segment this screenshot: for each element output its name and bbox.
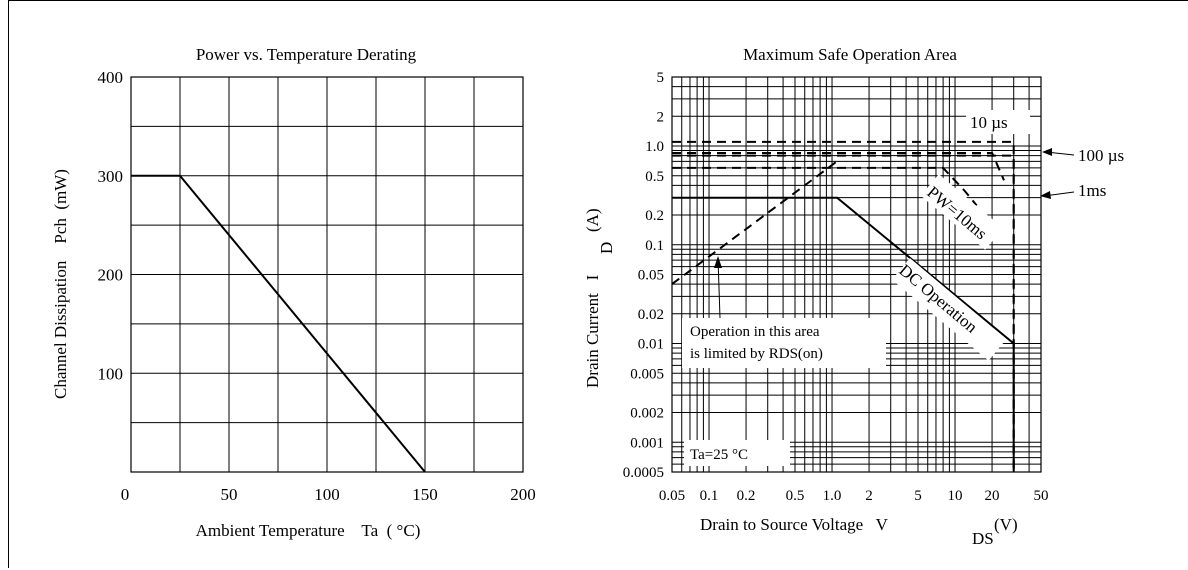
- derating-x-tick-label: 200: [510, 485, 536, 504]
- arrowhead-1ms: [1040, 191, 1051, 199]
- derating-y-tick-label: 300: [98, 167, 124, 186]
- soa-y-axis-label: Drain Current I: [583, 274, 602, 388]
- arrowhead-100us: [1042, 148, 1052, 156]
- derating-x-tick-label: 100: [314, 485, 340, 504]
- soa-x-tick-label: 50: [1034, 488, 1049, 504]
- soa-series-line: [672, 140, 1015, 472]
- soa-x-tick-label: 1.0: [823, 488, 842, 504]
- soa-series-line: [672, 154, 1015, 472]
- soa-plot-border: [671, 76, 1042, 473]
- derating-chart: Power vs. Temperature Derating 0 50 100 150…: [51, 45, 536, 540]
- rds-note-line1: Operation in this area: [690, 324, 820, 340]
- derating-grid: [130, 76, 524, 473]
- soa-y-tick-label: 0.0005: [623, 465, 664, 481]
- soa-x-tick-label: 0.1: [700, 488, 719, 504]
- soa-x-tick-label: 2: [865, 488, 873, 504]
- soa-y-tick-label: 0.002: [630, 406, 664, 422]
- label-1ms: 1ms: [1078, 181, 1106, 200]
- soa-x-tick-label: 0.05: [659, 488, 685, 504]
- soa-y-tick-label: 0.005: [630, 366, 664, 382]
- soa-x-tick-label: 10: [948, 488, 963, 504]
- soa-series-line: [672, 152, 1005, 181]
- soa-y-tick-label: 0.01: [638, 337, 664, 353]
- derating-y-tick-label: 100: [98, 364, 124, 383]
- rds-note-arrowhead: [714, 256, 722, 268]
- soa-x-axis-sub: DS: [972, 529, 994, 548]
- derating-plot-border: [130, 76, 524, 473]
- soa-y-axis-unit: (A): [583, 208, 602, 232]
- derating-series-line: [131, 174, 426, 473]
- label-10us: 10 µs: [970, 113, 1008, 132]
- derating-ticks: 0 50 100 150 200 100 200 300 400: [98, 68, 536, 504]
- soa-y-tick-label: 1.0: [645, 139, 664, 155]
- soa-series-line: [672, 166, 978, 207]
- soa-grid: [671, 76, 1042, 473]
- soa-chart-title: Maximum Safe Operation Area: [743, 45, 957, 64]
- soa-y-tick-label: 0.2: [645, 208, 664, 224]
- soa-ticks: 0.05 0.1 0.2 0.5 1.0 2 5 10 20 50 5 2 1.0 0.5 0.2 0.1 0.…: [623, 70, 1049, 504]
- us10-label-bg: [966, 110, 1030, 134]
- soa-y-tick-label: 0.05: [638, 268, 664, 284]
- soa-x-tick-label: 0.5: [786, 488, 805, 504]
- derating-chart-title: Power vs. Temperature Derating: [196, 45, 417, 64]
- soa-y-tick-label: 0.1: [645, 238, 664, 254]
- rds-note-box: [682, 318, 886, 368]
- soa-x-axis-unit: (V): [994, 515, 1018, 534]
- label-dc-operation: DC Operation: [895, 261, 981, 337]
- ta-note: Ta=25 °C: [690, 447, 748, 463]
- derating-y-tick-label: 200: [98, 266, 124, 285]
- soa-x-axis-label: Drain to Source Voltage V: [700, 515, 889, 534]
- label-100us: 100 µs: [1078, 146, 1124, 165]
- soa-x-tick-label: 0.2: [737, 488, 756, 504]
- dc-label-bg: [891, 258, 1007, 361]
- derating-x-axis-label: Ambient Temperature Ta ( °C): [196, 521, 421, 540]
- derating-x-tick-label: 150: [412, 485, 438, 504]
- ta-note-box: [684, 440, 790, 466]
- soa-y-tick-label: 0.02: [638, 307, 664, 323]
- soa-series-line: [671, 160, 838, 285]
- soa-x-tick-label: 5: [914, 488, 922, 504]
- derating-y-axis-label: Channel Dissipation Pch (mW): [51, 169, 70, 399]
- soa-y-tick-label: 0.001: [630, 435, 664, 451]
- figure-frame: [8, 0, 1188, 568]
- derating-y-tick-label: 400: [98, 68, 124, 87]
- derating-x-tick-label: 50: [221, 485, 238, 504]
- derating-x-tick-label: 0: [121, 485, 130, 504]
- rds-note-line2: is limited by RDS(on): [690, 346, 823, 362]
- soa-y-axis-sub: D: [597, 242, 616, 254]
- pw-label-bg: [920, 174, 1004, 250]
- soa-y-tick-label: 5: [657, 70, 665, 86]
- soa-series: [671, 140, 1015, 472]
- soa-chart: Maximum Safe Operation Area 0.05 0.1 0.2 0.…: [583, 45, 1124, 548]
- soa-x-tick-label: 20: [985, 488, 1000, 504]
- soa-y-tick-label: 2: [657, 109, 665, 125]
- soa-y-tick-label: 0.5: [645, 169, 664, 185]
